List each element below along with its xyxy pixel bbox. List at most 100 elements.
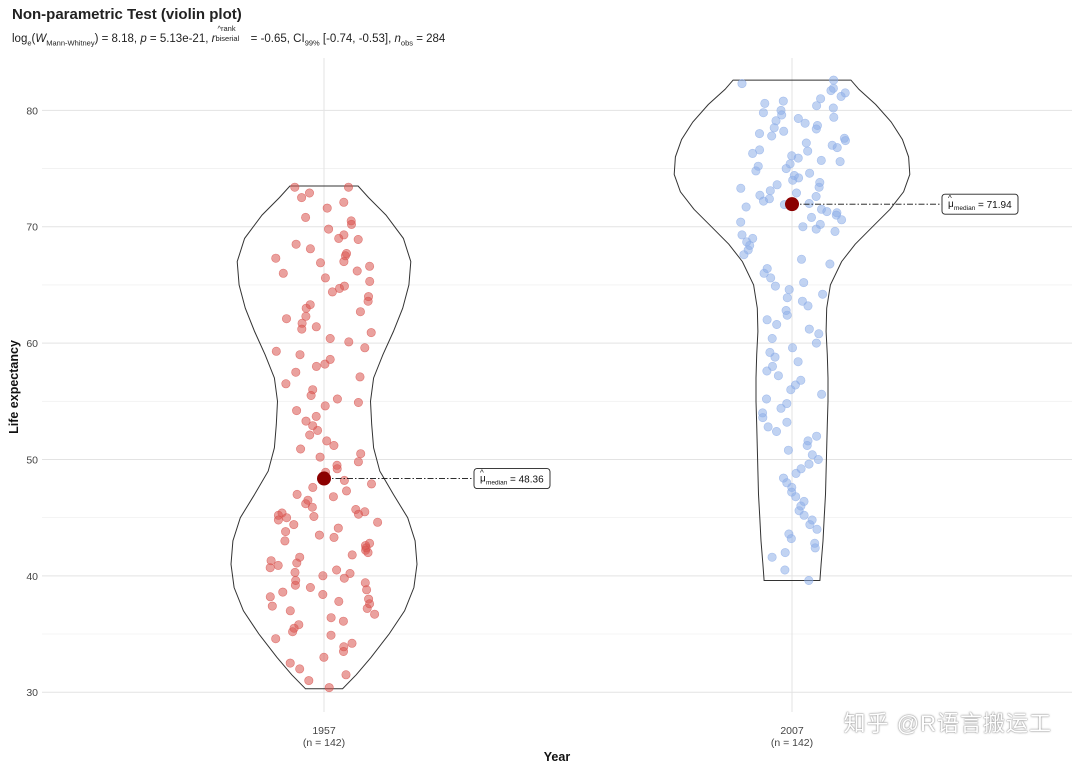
violin-2007 [673,79,911,582]
subtitle-w-sub: Mann-Whitney [46,38,95,48]
data-point [346,219,356,229]
data-point [737,230,747,240]
data-point [766,273,776,283]
data-point [804,199,814,209]
data-point [803,301,813,311]
data-point [817,389,827,399]
data-point [353,397,363,407]
data-point [788,175,798,185]
data-point [751,166,761,176]
data-point [314,530,324,540]
data-point [311,322,321,332]
data-point [748,148,758,158]
x-tick-n-label: (n = 142) [771,737,813,749]
data-point [301,303,311,313]
data-point [754,129,764,139]
data-point [799,278,809,288]
data-point [297,193,307,203]
data-point [339,573,349,583]
data-point [807,450,817,460]
data-point [762,366,772,376]
data-point [777,110,787,120]
data-point [290,182,300,192]
data-point [307,502,317,512]
data-point [810,543,820,553]
data-point [770,281,780,291]
chart-title: Non-parametric Test (violin plot) [12,6,242,23]
data-point [292,406,302,416]
data-point [765,186,775,196]
data-point [315,258,325,268]
median-sub: median [954,205,976,212]
data-point [782,310,792,320]
data-point [786,385,796,395]
data-point [305,244,315,254]
data-point [281,314,291,324]
data-point [804,324,814,334]
data-point [360,343,370,353]
data-point [343,182,353,192]
data-point [267,601,277,611]
y-tick-label: 60 [26,338,38,350]
data-point [811,192,821,202]
subtitle-ci-sub: 99% [304,38,320,48]
data-point [767,333,777,343]
chart-subtitle: loge(WMann-Whitney) = 8.18, p = 5.13e-21… [12,24,446,48]
data-point [796,254,806,264]
data-point [325,333,335,343]
data-point [339,475,349,485]
data-point [320,359,330,369]
y-axis-title: Life expectancy [7,340,21,434]
data-point [281,527,291,537]
data-point [804,459,814,469]
data-point [816,155,826,165]
data-point [791,468,801,478]
data-point [280,536,290,546]
data-point [828,103,838,113]
subtitle-ci-value: [-0.74, -0.53], [319,33,395,45]
subtitle-r-sub: biserial [215,34,240,43]
data-point [292,558,302,568]
data-point [791,188,801,198]
data-point [782,293,792,303]
data-point [366,479,376,489]
data-point [273,515,283,525]
data-point [289,520,299,530]
data-point [322,436,332,446]
data-point [334,596,344,606]
data-point [767,552,777,562]
data-point [816,94,826,104]
data-point [288,627,298,637]
subtitle-n-sub: obs [400,38,413,48]
data-point [338,616,348,626]
y-tick-label: 40 [26,571,38,583]
data-point [763,422,773,432]
median-point [317,471,331,486]
subtitle-p: p [140,33,147,45]
data-point [362,585,372,595]
data-point [355,372,365,382]
data-point [271,253,281,263]
data-point [799,510,809,520]
data-point [301,311,311,321]
data-point [772,319,782,329]
data-point [295,664,305,674]
median-sub: median [486,480,508,487]
x-tick-label: 1957 [312,725,336,737]
x-tick-n-label: (n = 142) [303,737,345,749]
y-tick-label: 50 [26,454,38,466]
data-point [305,582,315,592]
data-point [291,367,301,377]
data-point [347,550,357,560]
data-point [297,324,307,334]
data-point [783,445,793,455]
data-point [814,329,824,339]
data-point [811,124,821,134]
data-point [767,131,777,141]
data-point [837,215,847,225]
data-point [805,168,815,178]
data-point [786,534,796,544]
subtitle-w-value: ) = 8.18, [94,33,141,45]
data-point [762,315,772,325]
